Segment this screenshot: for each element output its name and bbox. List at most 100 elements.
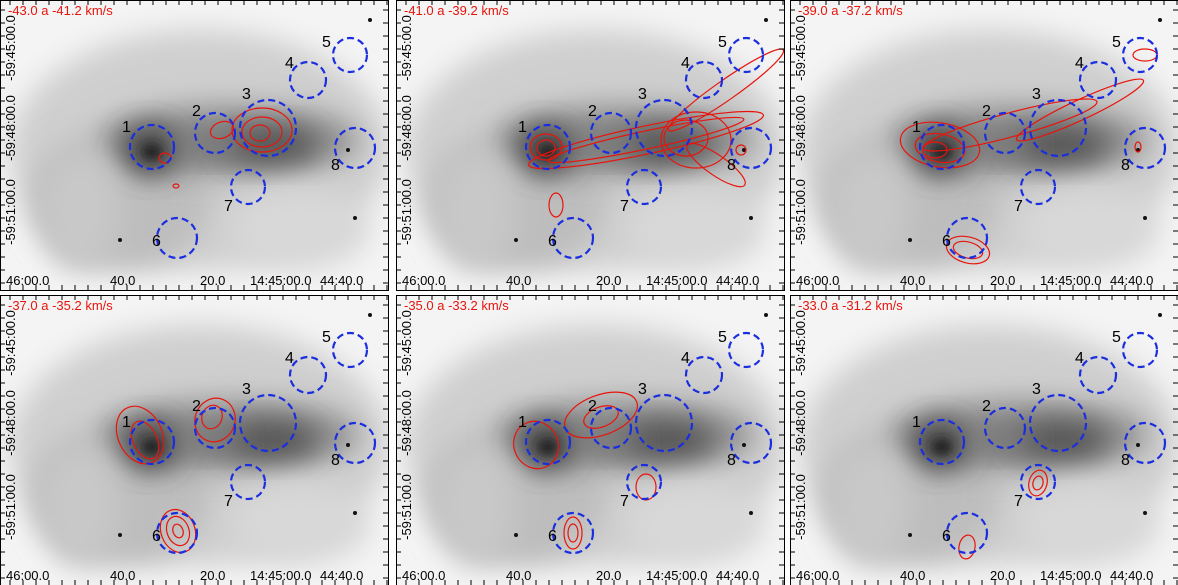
- region-circle: [1078, 355, 1118, 395]
- region-circle: [331, 36, 369, 74]
- region-label: 6: [548, 233, 557, 250]
- contour: [635, 473, 657, 501]
- frame: [0, 295, 389, 585]
- region-label: 8: [727, 452, 736, 469]
- y-tick-label: -59:48:00.0: [399, 95, 414, 161]
- contour: [735, 144, 747, 156]
- y-tick-label: -59:45:00.0: [3, 310, 18, 376]
- y-tick-label: -59:51:00.0: [793, 179, 808, 245]
- star: [514, 238, 518, 242]
- velocity-label: -41.0 a -39.2 km/s: [404, 3, 509, 18]
- region-circle: [729, 421, 773, 465]
- region-circle: [983, 406, 1027, 450]
- star: [749, 216, 753, 220]
- contour: [209, 120, 235, 140]
- star: [368, 313, 372, 317]
- region-circle: [1019, 463, 1057, 501]
- x-tick-label: 40.0: [110, 273, 135, 288]
- star: [908, 238, 912, 242]
- x-tick-label: 46:00.0: [402, 568, 445, 583]
- nebula: [1010, 125, 1110, 165]
- region-circle: [1019, 168, 1057, 206]
- y-tick-label: -59:48:00.0: [3, 95, 18, 161]
- region-circle: [1121, 36, 1159, 74]
- region-circle: [229, 168, 267, 206]
- nebula-image: [396, 0, 784, 290]
- frame: [396, 0, 785, 291]
- region-circle: [288, 355, 328, 395]
- region-circle: [945, 216, 989, 260]
- region-circle: [589, 111, 633, 155]
- region-label: 7: [1014, 198, 1023, 215]
- region-label: 7: [620, 198, 629, 215]
- contour: [527, 110, 765, 170]
- nebula: [1020, 485, 1160, 565]
- y-tick-label: -59:45:00.0: [3, 15, 18, 81]
- contour: [667, 48, 784, 132]
- contour: [914, 132, 966, 164]
- region-circle: [288, 60, 328, 100]
- contour: [1028, 469, 1048, 497]
- y-tick-label: -59:45:00.0: [399, 310, 414, 376]
- contour: [172, 183, 180, 189]
- region-circle: [155, 511, 199, 555]
- x-tick-label: 14:45:00.0: [250, 568, 311, 583]
- region-label: 3: [1032, 86, 1041, 103]
- contour: [945, 235, 991, 265]
- region-label: 4: [681, 350, 690, 367]
- velocity-label: -39.0 a -37.2 km/s: [798, 3, 903, 18]
- x-tick-label: 44:40.0: [1110, 568, 1153, 583]
- contour: [548, 192, 564, 218]
- star: [353, 216, 357, 220]
- region-circle: [551, 216, 595, 260]
- y-tick-label: -59:45:00.0: [399, 15, 414, 81]
- nebula: [436, 150, 516, 270]
- region-circle: [625, 463, 663, 501]
- star: [514, 533, 518, 537]
- star: [1143, 511, 1147, 515]
- region-label: 3: [638, 381, 647, 398]
- x-tick-label: 44:40.0: [716, 568, 759, 583]
- y-tick-label: -59:48:00.0: [3, 390, 18, 456]
- star: [742, 148, 746, 152]
- region-circle: [1028, 393, 1088, 453]
- region-label: 3: [242, 381, 251, 398]
- x-tick-label: 44:40.0: [1110, 273, 1153, 288]
- x-tick-label: 44:40.0: [320, 568, 363, 583]
- nebula: [230, 190, 370, 270]
- contour: [663, 119, 709, 157]
- x-tick-label: 40.0: [900, 568, 925, 583]
- frame: [790, 0, 1178, 291]
- star: [764, 313, 768, 317]
- nebula-image: [396, 295, 784, 585]
- nebula-core: [538, 439, 558, 455]
- region-circle: [634, 98, 694, 158]
- star: [1143, 216, 1147, 220]
- frame: [0, 0, 389, 291]
- region-circle: [625, 168, 663, 206]
- region-label: 7: [224, 493, 233, 510]
- x-tick-label: 20.0: [200, 568, 225, 583]
- panel: 1 2 3 4 5 6 7 8 46:00.0 40.0 20.0 14:45:00.0 44:40.0…: [0, 0, 389, 291]
- contour: [231, 107, 293, 153]
- contour: [194, 397, 236, 443]
- x-tick-label: 46:00.0: [6, 273, 49, 288]
- region-label: 1: [122, 119, 131, 136]
- y-tick-label: -59:48:00.0: [793, 95, 808, 161]
- region-circle: [729, 126, 773, 170]
- panel: 1 2 3 4 5 6 7 8 46:00.0 40.0 20.0 14:45:00.0 44:40.0…: [790, 0, 1178, 291]
- region-label: 7: [620, 493, 629, 510]
- x-tick-label: 14:45:00.0: [646, 568, 707, 583]
- x-tick-label: 20.0: [200, 273, 225, 288]
- nebula-image: [0, 0, 388, 290]
- nebula: [1020, 190, 1160, 270]
- y-tick-label: -59:51:00.0: [399, 474, 414, 540]
- contour: [249, 124, 271, 142]
- nebula-core: [142, 144, 162, 160]
- nebula: [626, 190, 766, 270]
- region-circle: [918, 418, 966, 466]
- region-label: 4: [681, 55, 690, 72]
- x-tick-label: 14:45:00.0: [250, 273, 311, 288]
- region-circle: [1121, 331, 1159, 369]
